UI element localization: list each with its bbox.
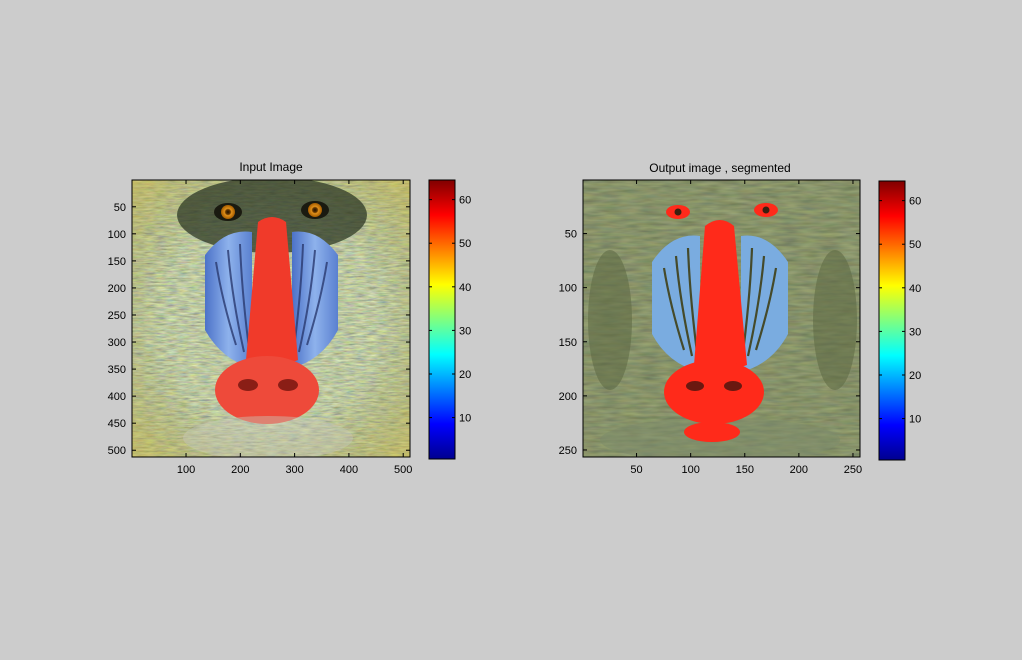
colorbar-tick-label: 10 — [909, 414, 921, 426]
colorbar-tick-label: 30 — [909, 326, 921, 338]
plot-frame — [131, 179, 411, 458]
y-tick-label: 150 — [559, 337, 577, 349]
y-tick-label: 100 — [108, 229, 126, 241]
input-image-mandrill — [132, 180, 410, 457]
y-tick-label: 350 — [108, 364, 126, 376]
x-tick-label: 100 — [681, 464, 699, 476]
y-tick-label: 500 — [108, 445, 126, 457]
y-tick-label: 100 — [559, 283, 577, 295]
y-tick-label: 50 — [565, 229, 577, 241]
x-tick-label: 500 — [394, 464, 412, 476]
x-tick-label: 50 — [630, 464, 642, 476]
y-tick-label: 250 — [108, 310, 126, 322]
y-tick-label: 450 — [108, 418, 126, 430]
y-tick-label: 200 — [108, 283, 126, 295]
y-tick-label: 400 — [108, 391, 126, 403]
x-tick-label: 400 — [340, 464, 358, 476]
colorbar-tick-label: 50 — [909, 239, 921, 251]
y-tick-label: 250 — [559, 445, 577, 457]
input-image-panel: Input Image — [108, 160, 472, 476]
x-tick-label: 200 — [790, 464, 808, 476]
chart-title: Input Image — [239, 160, 303, 174]
chart-title: Output image , segmented — [649, 161, 790, 175]
output-image-panel: Output image , segmented — [559, 161, 922, 476]
colorbar — [878, 180, 906, 461]
x-tick-label: 150 — [736, 464, 754, 476]
colorbar-tick-label: 60 — [459, 195, 471, 207]
input-axes: 100 200 300 400 500 50 100 150 200 250 300 350 400 45… — [108, 180, 412, 476]
colorbar-tick-label: 60 — [909, 196, 921, 208]
colorbar — [428, 179, 456, 460]
colorbar-ticks: 10 20 30 40 50 60 — [879, 196, 921, 426]
y-tick-label: 150 — [108, 256, 126, 268]
y-tick-label: 50 — [114, 202, 126, 214]
colorbar-ticks: 10 20 30 40 50 60 — [429, 195, 471, 425]
colorbar-tick-label: 50 — [459, 238, 471, 250]
colorbar-tick-label: 20 — [909, 370, 921, 382]
y-tick-label: 200 — [559, 391, 577, 403]
x-tick-label: 100 — [177, 464, 195, 476]
y-tick-label: 300 — [108, 337, 126, 349]
x-tick-label: 200 — [231, 464, 249, 476]
output-image-segmented — [583, 180, 860, 457]
output-axes: 50 100 150 200 250 50 100 150 200 250 — [559, 180, 862, 476]
plot-frame — [582, 179, 861, 458]
x-tick-label: 300 — [285, 464, 303, 476]
colorbar-tick-label: 10 — [459, 413, 471, 425]
x-tick-label: 250 — [844, 464, 862, 476]
colorbar-tick-label: 40 — [459, 282, 471, 294]
colorbar-tick-label: 40 — [909, 283, 921, 295]
colorbar-tick-label: 30 — [459, 325, 471, 337]
colorbar-tick-label: 20 — [459, 369, 471, 381]
